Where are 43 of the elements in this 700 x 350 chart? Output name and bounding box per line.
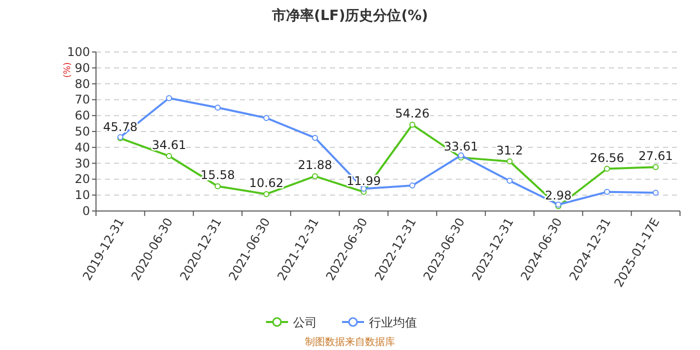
- y-tick-label: 50: [74, 124, 90, 138]
- y-axis-title: (%): [63, 62, 73, 78]
- point: [506, 178, 513, 184]
- point: [263, 191, 270, 198]
- y-tick-label: 60: [74, 108, 90, 123]
- y-tick-label: 90: [74, 60, 90, 75]
- text: 制图数据来自数据库: [305, 336, 395, 348]
- y-tick-label: 0: [82, 204, 90, 218]
- data-label: 27.61: [638, 149, 673, 164]
- data-label: 10.62: [249, 176, 284, 190]
- point: [652, 190, 659, 196]
- data-label: 15.58: [200, 168, 235, 182]
- data-label: 34.61: [152, 138, 186, 152]
- point: [166, 152, 172, 159]
- y-tick-label: 70: [74, 92, 90, 107]
- y-tick-label: 100: [67, 45, 90, 59]
- data-label: 21.88: [298, 158, 332, 172]
- data-label: 26.56: [590, 150, 624, 165]
- point: [214, 104, 221, 111]
- point: [409, 122, 416, 128]
- y-tick-label: 40: [74, 140, 90, 154]
- point: [263, 114, 270, 121]
- point: [409, 182, 416, 189]
- point: [652, 164, 659, 170]
- y-tick-label: 10: [74, 188, 90, 202]
- data-label: 33.61: [444, 140, 478, 154]
- chart-title: 市净率(LF)历史分位(%): [270, 7, 428, 24]
- data-label: 31.2: [496, 143, 524, 158]
- point: [312, 173, 318, 180]
- y-tick-label: 20: [74, 172, 90, 186]
- y-tick-label: 30: [74, 156, 90, 170]
- y-tick-label: 80: [74, 76, 90, 91]
- point: [604, 166, 610, 172]
- point: [458, 152, 464, 158]
- data-label: 54.26: [395, 106, 430, 121]
- point: [214, 183, 221, 190]
- point: [604, 188, 610, 195]
- data-label: 2.98: [544, 188, 572, 202]
- point: [312, 134, 318, 141]
- point: [506, 158, 513, 164]
- legend-label: 行业均值: [369, 316, 417, 330]
- legend-label: 公司: [293, 316, 317, 330]
- point: [166, 95, 172, 102]
